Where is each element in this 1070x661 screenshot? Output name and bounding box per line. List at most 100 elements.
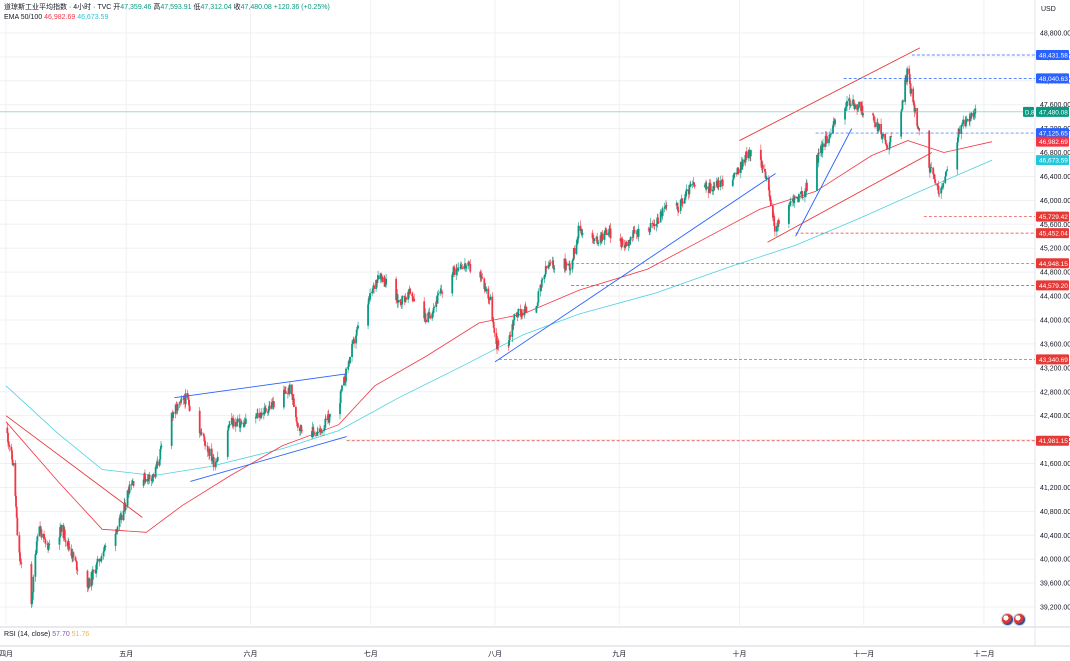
candle-body <box>423 301 426 319</box>
candle-body <box>576 239 579 245</box>
candle-body <box>882 134 884 137</box>
candle-body <box>685 191 687 197</box>
candle-body <box>712 186 715 190</box>
candle-body <box>508 340 510 346</box>
candle-body <box>347 367 349 369</box>
y-tick-label: 46,000.00 <box>1040 198 1070 205</box>
candle-body <box>933 174 936 180</box>
candle-body <box>684 196 687 199</box>
trendline <box>795 128 853 237</box>
candle-body <box>577 225 580 239</box>
candle-body <box>596 236 599 244</box>
candle-body <box>211 460 214 462</box>
candle-body <box>409 288 412 294</box>
candle-body <box>208 448 211 456</box>
candle-body <box>120 514 123 521</box>
candle-body <box>48 543 51 545</box>
candle-body <box>456 268 458 270</box>
x-tick-label: 十月 <box>732 649 746 658</box>
candle-body <box>284 391 287 394</box>
candle-body <box>491 296 494 321</box>
candle-body <box>773 216 776 226</box>
candle-body <box>601 233 604 240</box>
candle-body <box>144 473 146 482</box>
y-tick-label: 40,800.00 <box>1040 509 1070 516</box>
candle-body <box>552 265 555 269</box>
candle-body <box>70 548 73 557</box>
candle-body <box>487 288 490 299</box>
candle-body <box>151 477 154 482</box>
candle-body <box>313 431 315 436</box>
candle-body <box>665 205 667 208</box>
candle-body <box>483 278 486 290</box>
candle-body <box>970 112 973 119</box>
candle-body <box>376 279 379 284</box>
y-tick-label: 39,200.00 <box>1040 605 1070 612</box>
candle-body <box>850 104 852 106</box>
level-tag-label: 45,729.42 <box>1039 214 1068 221</box>
candle-body <box>536 306 538 307</box>
candle-body <box>128 484 131 493</box>
candle-body <box>547 265 550 269</box>
candle-body <box>300 425 303 431</box>
candle-body <box>733 172 736 175</box>
candle-body <box>960 125 963 134</box>
candle-body <box>244 418 247 424</box>
candle-body <box>16 517 19 536</box>
candle-body <box>828 134 831 139</box>
candle-body <box>740 162 743 170</box>
candle-body <box>884 139 887 145</box>
trendline <box>190 436 347 482</box>
candle-body <box>539 284 542 292</box>
candle-body <box>232 419 235 427</box>
candle-body <box>19 561 22 563</box>
candle-body <box>941 187 944 189</box>
candle-body <box>661 208 664 216</box>
candle-body <box>901 100 904 110</box>
candle-body <box>691 183 694 185</box>
candle-body <box>353 339 355 344</box>
candle-body <box>75 560 78 562</box>
legend-ema-row[interactable]: EMA 50/100 46,982.69 46,673.59 <box>4 13 330 23</box>
candle-body <box>888 148 891 150</box>
candle-body <box>59 527 62 538</box>
candle-body <box>553 268 556 270</box>
candle-body <box>693 184 696 187</box>
candle-body <box>492 322 495 328</box>
candle-body <box>399 300 402 303</box>
candle-body <box>916 108 919 126</box>
candle-body <box>8 444 11 447</box>
candle-body <box>657 217 659 223</box>
rsi-legend[interactable]: RSI (14, close) 57.70 51.76 <box>4 631 89 638</box>
price-tag-label: 47,480.08 <box>1039 109 1068 116</box>
candle-body <box>828 138 830 144</box>
candle-body <box>826 136 828 144</box>
candle-body <box>188 405 191 411</box>
candle-body <box>536 302 539 307</box>
candle-body <box>297 423 299 428</box>
us-flag-icon[interactable] <box>1013 613 1026 626</box>
candle-body <box>741 159 744 167</box>
x-tick-label: 八月 <box>488 650 502 658</box>
candle-body <box>317 431 319 433</box>
candle-body <box>972 112 975 117</box>
candle-body <box>142 479 145 486</box>
candle-body <box>260 415 263 418</box>
candle-body <box>884 134 887 140</box>
candle-body <box>433 306 436 309</box>
candle-body <box>47 543 50 550</box>
candle-body <box>88 578 91 587</box>
candle-body <box>580 229 583 235</box>
candle-body <box>849 105 852 107</box>
candle-body <box>481 277 484 279</box>
candle-body <box>156 461 159 466</box>
trendline <box>494 173 776 363</box>
candle-body <box>295 407 297 417</box>
candle-body <box>100 556 103 561</box>
candle-body <box>621 239 624 245</box>
candle-body <box>95 562 98 570</box>
candle-body <box>44 539 47 544</box>
candle-body <box>344 381 347 383</box>
